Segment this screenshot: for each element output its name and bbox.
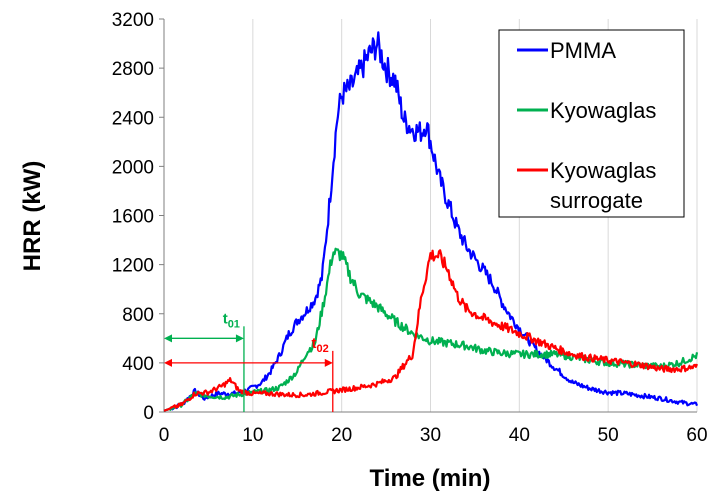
x-tick-label: 20 [331,425,352,446]
x-tick-label: 30 [420,425,441,446]
legend: PMMA Kyowaglas Kyowaglas surrogate [498,29,685,218]
annotation-arrowhead-right-0 [235,334,244,343]
annotation-label-1: t02 [312,335,329,355]
series-line-2 [163,249,699,412]
y-tick-label: 1200 [112,256,154,277]
series-line-0 [163,31,699,412]
y-tick-label: 800 [122,305,154,326]
x-tick-label: 40 [509,425,530,446]
x-tick-label: 0 [159,425,170,446]
y-tick-label: 2400 [112,108,154,129]
series-lines [163,31,699,412]
y-tick-label: 2800 [112,59,154,80]
y-tick-labels: 0 400 800 1200 1600 2000 2400 2800 3200 [112,10,164,424]
legend-label-pmma: PMMA [550,38,616,63]
y-tick-label: 400 [122,354,154,375]
annotations: t01 t02 [164,310,334,412]
annotation-arrowhead-right-1 [324,358,333,367]
x-tick-label: 50 [598,425,619,446]
y-tick-label: 2000 [112,157,154,178]
y-axis-title: HRR (kW) [19,161,46,272]
annotation-arrowhead-left-0 [164,334,172,343]
legend-label-line-1: Kyowaglas [550,158,656,183]
annotation-label-0: t01 [223,310,240,330]
y-tick-label: 1600 [112,207,154,228]
y-tick-label: 3200 [112,10,154,31]
legend-label-line-2: surrogate [550,188,643,213]
legend-label-kyowaglas: Kyowaglas [550,98,656,123]
x-axis-title: Time (min) [370,465,491,492]
y-tick-label: 0 [143,403,154,424]
legend-label-kyowaglas-surrogate: Kyowaglas surrogate [550,158,663,213]
legend-box [498,29,685,218]
x-tick-label: 60 [686,425,707,446]
annotation-arrowhead-left-1 [164,358,172,367]
x-tick-labels: 0 10 20 30 40 50 60 [159,425,708,446]
x-tick-label: 10 [242,425,263,446]
